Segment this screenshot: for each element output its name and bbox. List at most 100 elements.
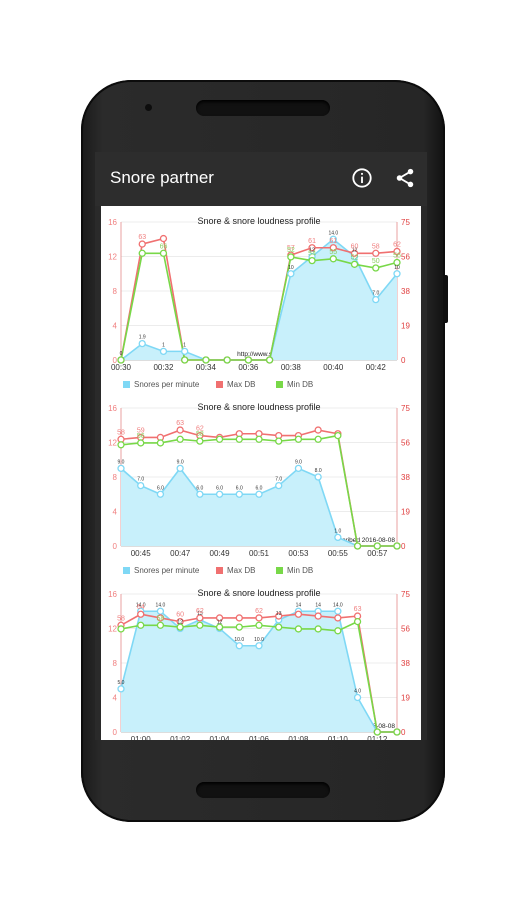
right-tick-label: 19 bbox=[401, 694, 410, 703]
x-tick-label: 01:08 bbox=[288, 735, 309, 740]
left-tick-label: 12 bbox=[108, 439, 117, 448]
max-db-point bbox=[215, 614, 224, 622]
snores-point bbox=[138, 339, 146, 348]
snores-area bbox=[121, 239, 397, 360]
snores-value-label: 10 bbox=[394, 265, 400, 271]
min-db-point bbox=[215, 623, 224, 631]
min-db-point bbox=[393, 728, 401, 736]
min-db-point bbox=[275, 437, 283, 445]
legend-snores-label: Snores per minute bbox=[134, 380, 200, 389]
legend-max-label: Max DB bbox=[227, 380, 256, 389]
power-button bbox=[443, 275, 448, 323]
chart-1: 16 12 8 4 0 75 56 38 19 0 00:30 00:32 00:34 00:36 00:3… bbox=[101, 210, 421, 389]
share-icon[interactable] bbox=[394, 167, 416, 189]
chart-2-svg: 16 12 8 4 0 75 56 38 19 0 00:45 00:47 00:49 00:51 00:5… bbox=[108, 402, 410, 558]
min-db-point bbox=[275, 623, 283, 631]
chart-3: 16 12 8 4 0 75 56 38 19 0 01:00 01:02 01:04 01:06 01:0… bbox=[101, 582, 421, 740]
x-tick-label: 01:02 bbox=[170, 735, 191, 740]
max-db-point bbox=[138, 240, 146, 248]
snores-value-label: 5.0 bbox=[118, 680, 125, 686]
snores-value-label: 14.0 bbox=[156, 602, 166, 608]
legend-max: Max DB bbox=[216, 566, 255, 575]
chart-2-legend: Snores per minute Max DB Min DB bbox=[101, 564, 421, 580]
min-db-value-label: 58 bbox=[157, 615, 165, 622]
min-db-point bbox=[350, 260, 359, 268]
legend-max: Max DB bbox=[216, 380, 255, 389]
x-tick-label: 00:55 bbox=[328, 549, 349, 558]
chart-2: 16 12 8 4 0 75 56 38 19 0 00:45 00:47 00:49 00:51 00:5… bbox=[101, 396, 421, 575]
x-tick-label: 01:04 bbox=[210, 735, 231, 740]
min-db-point bbox=[255, 621, 263, 629]
info-icon[interactable] bbox=[351, 167, 373, 189]
min-db-value-label: 66 bbox=[160, 243, 168, 250]
max-db-value-label: 60 bbox=[351, 243, 359, 250]
snores-value-label: 9.0 bbox=[118, 459, 125, 465]
min-db-value-label: 56 bbox=[137, 433, 145, 440]
bottom-speaker bbox=[196, 782, 330, 798]
snores-point bbox=[196, 490, 204, 498]
x-tick-label: 00:45 bbox=[131, 549, 152, 558]
snores-area bbox=[121, 468, 397, 546]
x-tick-label: 00:51 bbox=[249, 549, 270, 558]
min-db-point bbox=[223, 356, 231, 364]
min-db-point bbox=[314, 435, 322, 443]
max-db-point bbox=[159, 234, 168, 243]
left-tick-label: 16 bbox=[108, 404, 117, 413]
left-tick-label: 12 bbox=[108, 625, 117, 634]
x-tick-label: 01:00 bbox=[131, 735, 152, 740]
x-tick-label: 01:12 bbox=[367, 735, 388, 740]
left-tick-label: 4 bbox=[113, 694, 118, 703]
legend-min: Min DB bbox=[276, 380, 313, 389]
min-db-point bbox=[202, 356, 210, 364]
snores-value-label: 12 bbox=[309, 248, 315, 254]
snores-value-label: 14.0 bbox=[328, 230, 338, 236]
max-db-point bbox=[393, 247, 401, 256]
min-db-point bbox=[373, 542, 381, 550]
min-db-value-label: 58 bbox=[196, 431, 204, 438]
max-db-value-label: 62 bbox=[393, 241, 401, 248]
max-db-value-label: 59 bbox=[137, 427, 145, 434]
x-tick-label: 00:32 bbox=[153, 363, 174, 372]
legend-swatch-max bbox=[216, 381, 223, 388]
min-db-point bbox=[156, 439, 165, 447]
snores-value-label: 0 bbox=[120, 351, 123, 357]
left-tick-label: 8 bbox=[113, 473, 118, 482]
charts-list[interactable]: 16 12 8 4 0 75 56 38 19 0 00:30 00:32 00:34 00:36 00:3… bbox=[95, 206, 427, 740]
max-db-point bbox=[372, 249, 380, 257]
snores-value-label: 6.0 bbox=[196, 485, 203, 491]
snores-point bbox=[287, 270, 295, 278]
x-tick-label: 00:38 bbox=[281, 363, 302, 372]
snores-value-label: 14 bbox=[296, 602, 302, 608]
x-tick-label: 00:40 bbox=[323, 363, 344, 372]
left-tick-label: 4 bbox=[113, 322, 118, 331]
snores-value-label: 4.0 bbox=[354, 689, 361, 695]
snores-value-label: 6.0 bbox=[256, 485, 263, 491]
min-db-point bbox=[334, 431, 342, 440]
snores-point bbox=[372, 295, 380, 304]
snores-point bbox=[117, 685, 125, 693]
x-tick-label: 00:53 bbox=[288, 549, 309, 558]
chart-1-legend: Snores per minute Max DB Min DB bbox=[101, 378, 421, 394]
snores-value-label: 10.0 bbox=[234, 637, 244, 643]
max-db-point bbox=[137, 610, 145, 618]
top-speaker bbox=[196, 100, 330, 116]
snores-point bbox=[334, 533, 342, 542]
max-db-value-label: 63 bbox=[354, 606, 362, 613]
max-db-value-label: 63 bbox=[176, 420, 184, 427]
max-db-point bbox=[350, 249, 359, 257]
min-db-point bbox=[117, 441, 125, 449]
snores-value-label: 1 bbox=[162, 342, 165, 348]
min-db-point bbox=[196, 437, 204, 445]
x-tick-label: 00:57 bbox=[367, 549, 388, 558]
legend-swatch-max bbox=[216, 567, 223, 574]
right-tick-label: 38 bbox=[401, 287, 410, 296]
x-tick-label: 00:30 bbox=[111, 363, 132, 372]
legend-snores: Snores per minute bbox=[123, 380, 199, 389]
legend-snores: Snores per minute bbox=[123, 566, 199, 575]
max-db-point bbox=[275, 612, 283, 620]
screen-edge-left bbox=[95, 206, 101, 740]
min-db-point bbox=[235, 435, 243, 443]
snores-value-label: 7.0 bbox=[137, 477, 144, 483]
min-db-point bbox=[137, 439, 145, 447]
